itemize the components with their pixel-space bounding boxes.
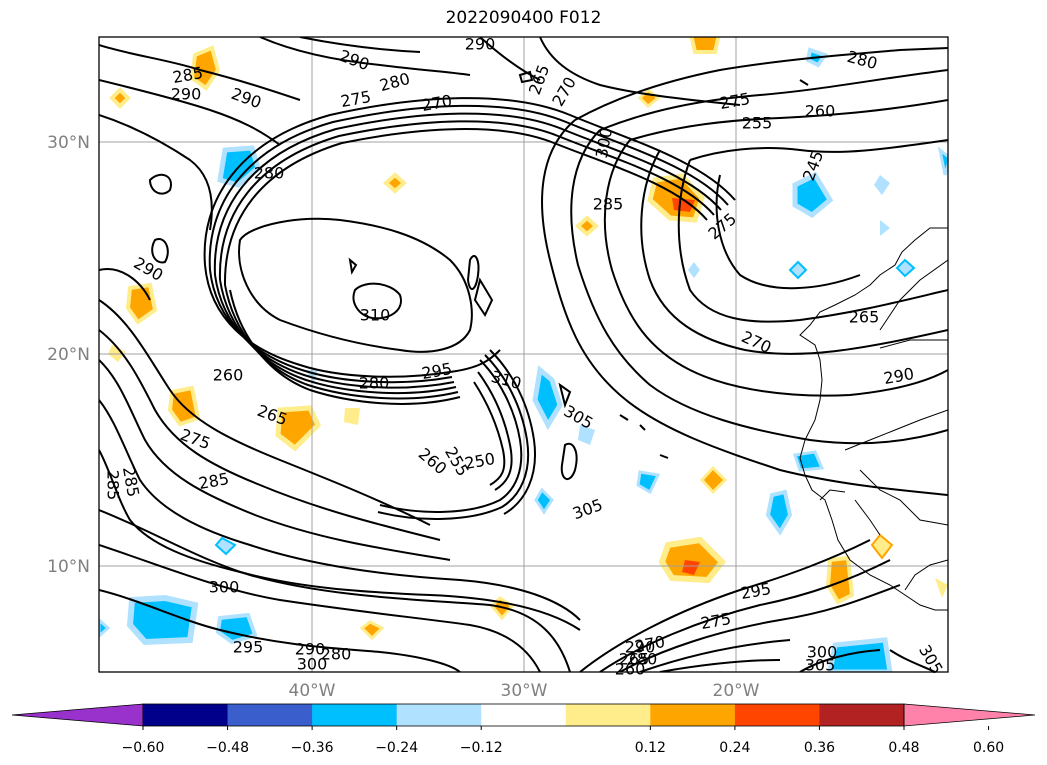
contour-label: 280: [359, 374, 390, 393]
contour-label: 300: [297, 655, 328, 674]
lon-label-30w: 30°W: [501, 681, 548, 701]
contour-label: 260: [805, 102, 836, 121]
colorbar-segment: [481, 704, 567, 726]
colorbar-tick-label: 0.24: [719, 740, 750, 756]
colorbar-tick-label: −0.36: [291, 740, 334, 756]
colorbar-segment: [312, 704, 398, 726]
colorbar-tick-label: −0.12: [460, 740, 503, 756]
colorbar-tick-label: −0.24: [375, 740, 418, 756]
contour-label: 290: [465, 35, 496, 54]
contour-label: 290: [171, 85, 202, 104]
contour-label: 300: [209, 578, 240, 597]
colorbar-frame: [142, 703, 905, 727]
colorbar-tick-label: 0.60: [973, 740, 1004, 756]
colorbar-segment: [650, 704, 736, 726]
lat-label-10n: 10°N: [47, 557, 90, 577]
lat-label-30n: 30°N: [47, 133, 90, 153]
contour-label: 285: [593, 195, 624, 214]
map-frame: [98, 36, 949, 673]
colorbar-segment: [143, 704, 229, 726]
map-area: [99, 37, 948, 672]
contour-label: 260: [615, 660, 646, 679]
contour-label: 265: [849, 308, 880, 327]
colorbar-segment: [396, 704, 482, 726]
colorbar-segment: [734, 704, 820, 726]
colorbar-segment: [227, 704, 313, 726]
contour-label: 290: [295, 640, 326, 659]
contour-label: 285: [104, 470, 123, 501]
colorbar-tick-label: −0.48: [206, 740, 249, 756]
contour-label: 310: [360, 306, 391, 325]
contour-label: 265: [619, 650, 650, 669]
colorbar-extend-high: [903, 703, 1036, 727]
contour-label: 260: [213, 366, 244, 385]
lon-label-20w: 20°W: [713, 681, 760, 701]
colorbar-tick-label: 0.48: [888, 740, 919, 756]
contour-label: 305: [805, 656, 836, 675]
colorbar-segment: [565, 704, 651, 726]
contour-label: 280: [254, 164, 285, 183]
lat-label-20n: 20°N: [47, 345, 90, 365]
contour-label: 290: [625, 638, 656, 657]
colorbar-segment: [819, 704, 905, 726]
colorbar-tick-label: 0.36: [804, 740, 835, 756]
contour-label: 255: [742, 114, 773, 133]
contour-lines: [99, 37, 948, 672]
contour-label: 280: [627, 650, 658, 669]
colorbar-extend-low: [11, 703, 144, 727]
chart-title: 2022090400 F012: [445, 8, 602, 28]
contour-label: 300: [807, 643, 838, 662]
colorbar-tick-label: 0.12: [635, 740, 666, 756]
colorbar: −0.60 −0.48 −0.36 −0.24 −0.12 0.12 0.24 0.36 0.4…: [11, 703, 1036, 756]
colorbar-tick-label: −0.60: [122, 740, 165, 756]
contour-label: 280: [321, 645, 352, 664]
contour-label: 295: [233, 638, 264, 657]
lon-label-40w: 40°W: [289, 681, 336, 701]
